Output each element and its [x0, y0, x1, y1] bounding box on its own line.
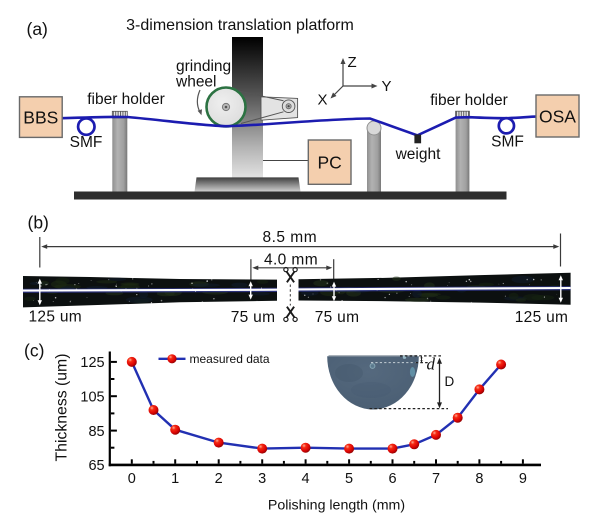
svg-text:105: 105 — [80, 389, 104, 405]
svg-text:7: 7 — [432, 471, 440, 487]
svg-text:85: 85 — [88, 424, 104, 440]
svg-text:75 um: 75 um — [231, 309, 276, 326]
svg-text:Polishing length (mm): Polishing length (mm) — [268, 498, 405, 514]
svg-text:3-dimension translation platfo: 3-dimension translation platform — [126, 17, 354, 34]
svg-text:BBS: BBS — [23, 108, 58, 128]
svg-text:3: 3 — [258, 471, 266, 487]
svg-text:125: 125 — [80, 355, 104, 371]
svg-text:weight: weight — [395, 146, 441, 163]
svg-text:4.0 mm: 4.0 mm — [264, 252, 318, 269]
svg-text:measured data: measured data — [190, 352, 270, 366]
svg-text:d: d — [427, 355, 436, 374]
svg-text:OSA: OSA — [539, 107, 576, 127]
svg-text:125 um: 125 um — [29, 309, 83, 326]
svg-text:Z: Z — [348, 54, 357, 71]
svg-text:75 um: 75 um — [315, 309, 360, 326]
svg-text:fiber holder: fiber holder — [430, 92, 508, 109]
svg-text:65: 65 — [88, 458, 104, 474]
svg-text:Y: Y — [382, 78, 392, 95]
svg-text:X: X — [318, 92, 328, 109]
svg-text:wheel: wheel — [175, 74, 217, 91]
svg-text:125 um: 125 um — [515, 309, 569, 326]
svg-text:PC: PC — [317, 153, 341, 173]
svg-text:2: 2 — [215, 471, 223, 487]
svg-text:Thickness (um): Thickness (um) — [54, 354, 71, 462]
svg-text:8.5 mm: 8.5 mm — [262, 229, 317, 246]
svg-text:1: 1 — [171, 471, 179, 487]
svg-text:SMF: SMF — [70, 134, 103, 151]
svg-text:D: D — [445, 374, 455, 389]
svg-text:SMF: SMF — [491, 134, 524, 151]
svg-text:9: 9 — [519, 471, 527, 487]
svg-text:5: 5 — [345, 471, 353, 487]
svg-text:8: 8 — [475, 471, 483, 487]
svg-text:4: 4 — [302, 471, 310, 487]
svg-text:(c): (c) — [24, 341, 44, 361]
svg-text:fiber holder: fiber holder — [87, 91, 165, 108]
svg-text:(a): (a) — [27, 19, 48, 39]
svg-text:(b): (b) — [28, 213, 49, 233]
svg-text:0: 0 — [128, 471, 136, 487]
svg-text:grinding: grinding — [176, 58, 231, 75]
svg-text:6: 6 — [388, 471, 396, 487]
